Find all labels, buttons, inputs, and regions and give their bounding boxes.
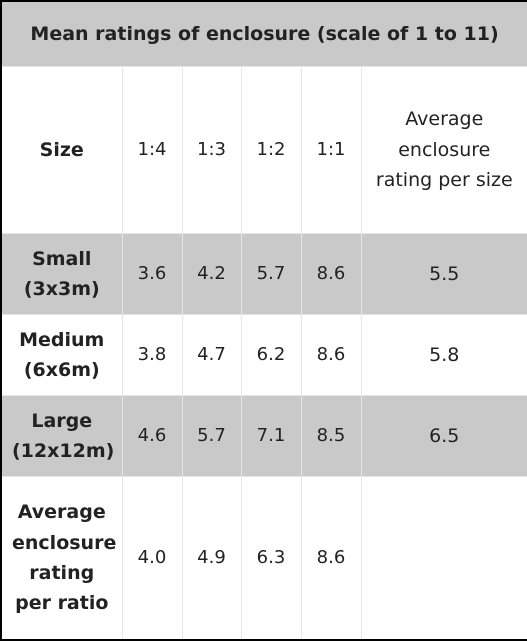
cell: 8.6 xyxy=(300,476,362,641)
header-row: Size 1:4 1:3 1:2 1:1 Average enclosure rating… xyxy=(0,66,527,234)
cell: 5.7 xyxy=(240,233,302,315)
cell: 6.5 xyxy=(360,395,527,477)
row-label: Large (12x12m) xyxy=(0,395,123,477)
cell: 1:1 xyxy=(300,66,362,234)
cell: 7.1 xyxy=(240,395,302,477)
cell: 8.6 xyxy=(300,314,362,396)
cell: 1:4 xyxy=(121,66,183,234)
cell: 4.2 xyxy=(181,233,242,315)
cell: 1:2 xyxy=(240,66,302,234)
cell: 5.7 xyxy=(181,395,242,477)
table-title: Mean ratings of enclosure (scale of 1 to… xyxy=(0,0,527,67)
cell: 5.8 xyxy=(360,314,527,396)
row-label: Average enclosure rating per ratio xyxy=(0,476,123,641)
row-label: Medium (6x6m) xyxy=(0,314,123,396)
cell: 8.5 xyxy=(300,395,362,477)
row-label: Size xyxy=(0,66,123,234)
cell: 3.6 xyxy=(121,233,183,315)
cell: 4.7 xyxy=(181,314,242,396)
cell: 4.6 xyxy=(121,395,183,477)
cell: 1:3 xyxy=(181,66,242,234)
row-label: Small (3x3m) xyxy=(0,233,123,315)
cell: 4.0 xyxy=(121,476,183,641)
cell: 8.6 xyxy=(300,233,362,315)
data-row: Large (12x12m) 4.6 5.7 7.1 8.5 6.5 xyxy=(0,395,527,477)
cell: 3.8 xyxy=(121,314,183,396)
cell: Average enclosure rating per size xyxy=(360,66,527,234)
data-row: Small (3x3m) 3.6 4.2 5.7 8.6 5.5 xyxy=(0,233,527,315)
empty-cell xyxy=(360,476,527,641)
cell: 4.9 xyxy=(181,476,242,641)
title-row: Mean ratings of enclosure (scale of 1 to… xyxy=(0,0,527,67)
cell: 5.5 xyxy=(360,233,527,315)
data-row: Average enclosure rating per ratio 4.0 4.9… xyxy=(0,476,527,641)
cell: 6.2 xyxy=(240,314,302,396)
cell: 6.3 xyxy=(240,476,302,641)
data-row: Medium (6x6m) 3.8 4.7 6.2 8.6 5.8 xyxy=(0,314,527,396)
